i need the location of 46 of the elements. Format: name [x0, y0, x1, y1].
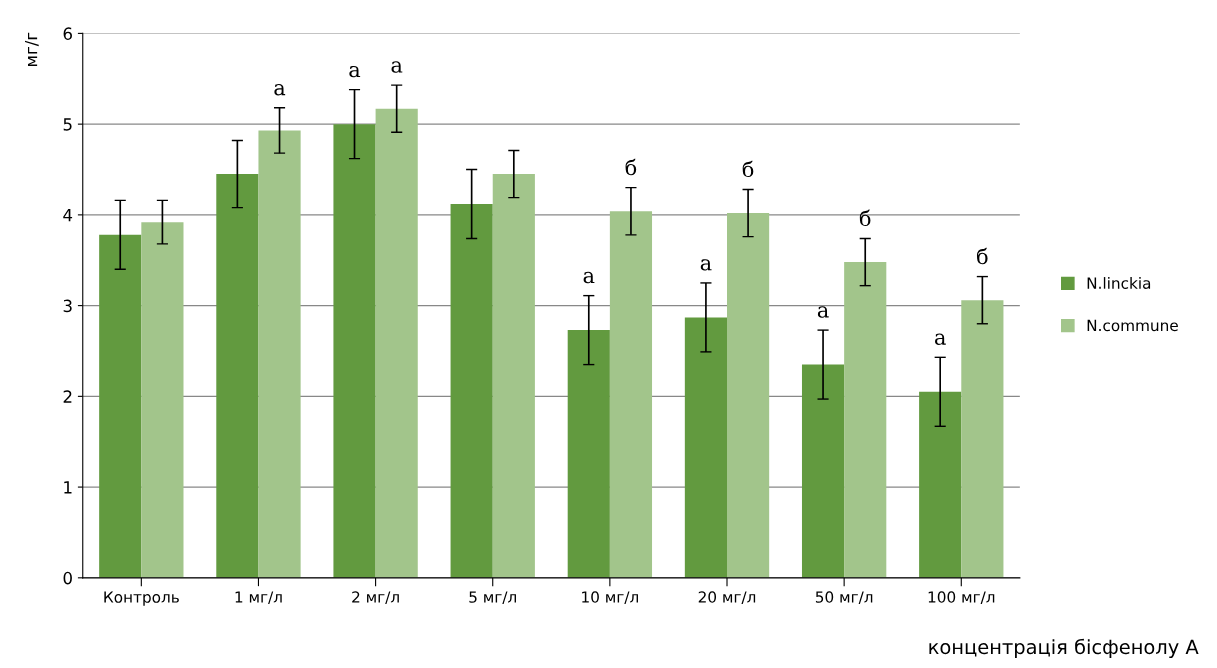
y-tick-label: 2 — [63, 390, 72, 403]
annotation: а — [391, 61, 403, 73]
bar — [99, 234, 142, 578]
bar — [375, 108, 418, 578]
y-tick-label: 0 — [63, 571, 72, 585]
annotation: а — [700, 259, 712, 271]
x-tick-label: 100 мг/л — [928, 591, 995, 605]
x-tick-label: 10 мг/л — [582, 591, 638, 605]
y-tick-label: 5 — [63, 118, 72, 131]
bar — [801, 364, 845, 578]
bar — [609, 211, 653, 578]
x-tick-label: 2 мг/л — [352, 591, 399, 605]
bar — [492, 174, 535, 578]
bar — [216, 174, 259, 578]
y-tick-label: 3 — [63, 299, 72, 313]
annotation: а — [935, 333, 946, 345]
x-tick-label: 20 мг/л — [698, 591, 756, 605]
annotation: а — [583, 271, 595, 284]
bar — [141, 222, 184, 578]
bar — [961, 300, 1004, 578]
x-tick-label: 50 мг/л — [815, 591, 873, 605]
annotation: б — [625, 158, 637, 176]
annotation: а — [349, 65, 361, 78]
x-tick-label: 5 мг/л — [469, 591, 516, 605]
bar — [844, 262, 887, 578]
y-tick-label: 4 — [63, 209, 73, 222]
x-axis-title: концентрація бісфенолу А — [929, 638, 1199, 658]
x-tick-label: 1 мг/л — [235, 591, 282, 605]
bar — [684, 317, 728, 578]
annotation: а — [274, 84, 286, 96]
bar — [450, 203, 493, 578]
annotation: а — [817, 306, 829, 318]
bar — [919, 391, 962, 578]
x-tick-label: Контроль — [104, 591, 179, 606]
annotation: б — [976, 247, 988, 265]
legend-label: N.commune — [1087, 319, 1178, 332]
bar — [567, 330, 610, 578]
y-axis-title: мг/г — [24, 32, 39, 67]
annotation: б — [742, 160, 754, 178]
annotation: б — [859, 209, 871, 227]
y-tick-label: 1 — [64, 481, 72, 494]
legend-label: N.linckia — [1087, 277, 1151, 289]
bar — [727, 213, 770, 578]
y-tick-label: 6 — [63, 27, 72, 40]
bar — [333, 124, 376, 578]
bar — [258, 130, 301, 578]
